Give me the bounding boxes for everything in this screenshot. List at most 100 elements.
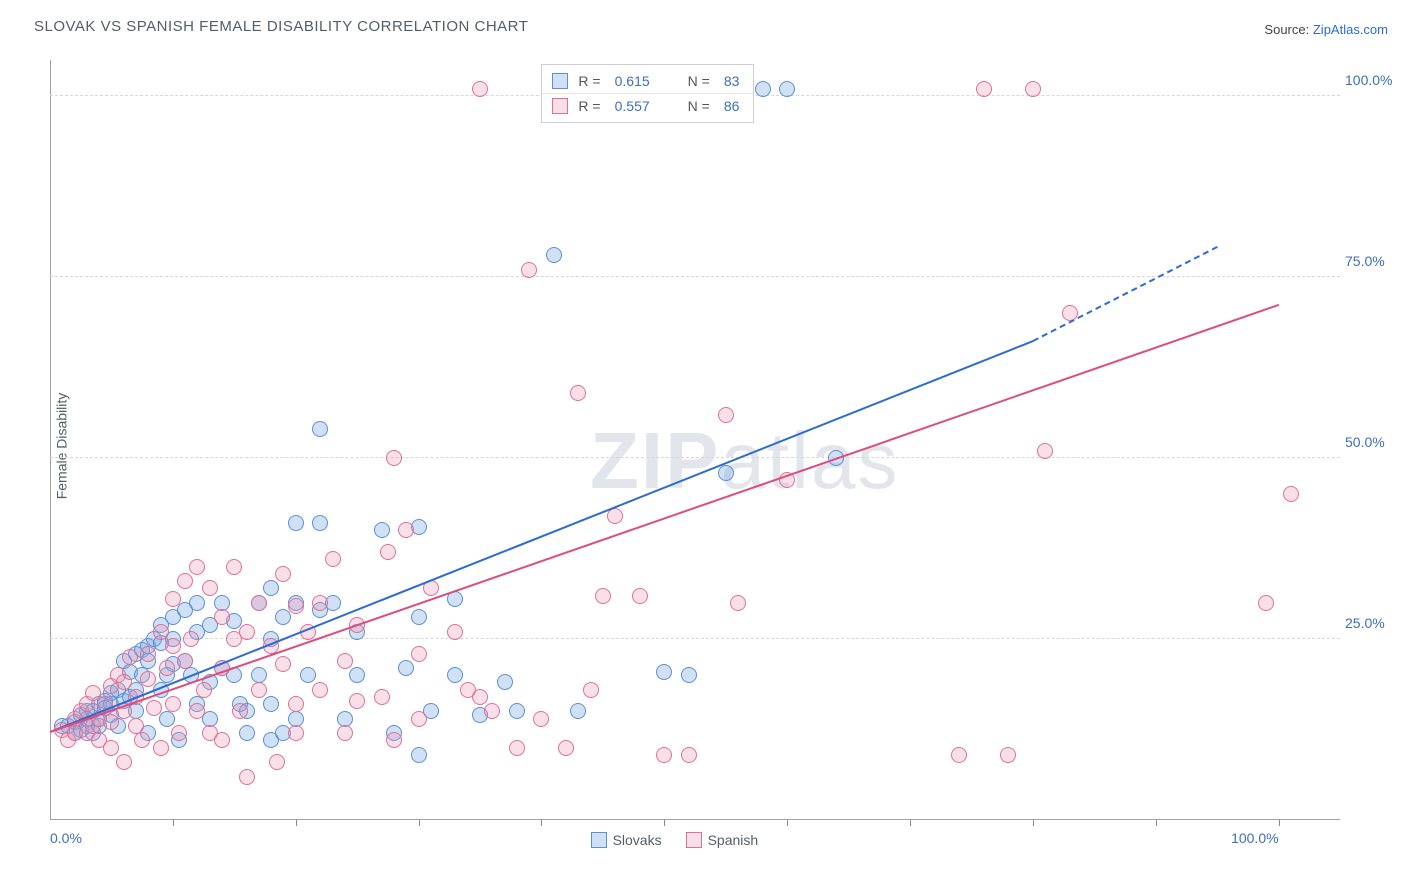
- scatter-point: [546, 247, 562, 263]
- legend-swatch: [591, 832, 607, 848]
- scatter-point: [116, 754, 132, 770]
- scatter-point: [1037, 443, 1053, 459]
- scatter-point: [165, 696, 181, 712]
- scatter-point: [730, 595, 746, 611]
- source-link[interactable]: ZipAtlas.com: [1313, 22, 1388, 37]
- scatter-point: [374, 522, 390, 538]
- scatter-point: [632, 588, 648, 604]
- x-tick: [173, 820, 174, 826]
- y-tick-label: 25.0%: [1345, 615, 1400, 631]
- scatter-point: [300, 667, 316, 683]
- scatter-point: [263, 696, 279, 712]
- scatter-point: [140, 671, 156, 687]
- legend-swatch: [552, 73, 568, 89]
- n-label: N =: [688, 98, 710, 114]
- x-tick-label: 0.0%: [50, 830, 82, 846]
- scatter-point: [312, 421, 328, 437]
- n-value: 83: [724, 73, 740, 89]
- chart-plot-area: ZIPatlas 25.0%50.0%75.0%100.0%0.0%100.0%…: [50, 60, 1340, 820]
- r-label: R =: [578, 73, 600, 89]
- y-axis-line: [50, 60, 51, 820]
- legend-swatch: [686, 832, 702, 848]
- scatter-point: [497, 674, 513, 690]
- scatter-point: [275, 566, 291, 582]
- scatter-point: [183, 631, 199, 647]
- scatter-point: [214, 609, 230, 625]
- scatter-point: [1025, 81, 1041, 97]
- x-tick: [1279, 820, 1280, 826]
- scatter-point: [226, 559, 242, 575]
- y-tick-label: 100.0%: [1345, 72, 1400, 88]
- scatter-point: [232, 703, 248, 719]
- scatter-point: [570, 385, 586, 401]
- legend-row: R =0.615N =83: [542, 69, 753, 93]
- n-value: 86: [724, 98, 740, 114]
- scatter-point: [595, 588, 611, 604]
- scatter-point: [288, 696, 304, 712]
- scatter-point: [134, 732, 150, 748]
- source-label: Source:: [1264, 22, 1309, 37]
- scatter-point: [239, 624, 255, 640]
- scatter-point: [288, 515, 304, 531]
- scatter-point: [411, 747, 427, 763]
- scatter-point: [484, 703, 500, 719]
- scatter-point: [521, 262, 537, 278]
- scatter-point: [386, 450, 402, 466]
- scatter-point: [411, 646, 427, 662]
- legend-item: Spanish: [686, 832, 759, 848]
- scatter-point: [275, 656, 291, 672]
- scatter-point: [177, 653, 193, 669]
- scatter-point: [447, 624, 463, 640]
- y-tick-label: 50.0%: [1345, 434, 1400, 450]
- scatter-point: [140, 646, 156, 662]
- scatter-point: [325, 551, 341, 567]
- scatter-point: [349, 693, 365, 709]
- scatter-point: [380, 544, 396, 560]
- scatter-point: [214, 732, 230, 748]
- legend-item: Slovaks: [591, 832, 662, 848]
- scatter-point: [165, 591, 181, 607]
- correlation-legend: R =0.615N =83R =0.557N =86: [541, 64, 754, 123]
- scatter-point: [374, 689, 390, 705]
- scatter-point: [976, 81, 992, 97]
- scatter-point: [398, 660, 414, 676]
- scatter-point: [509, 703, 525, 719]
- scatter-point: [570, 703, 586, 719]
- x-tick: [1156, 820, 1157, 826]
- scatter-point: [171, 725, 187, 741]
- scatter-point: [779, 81, 795, 97]
- scatter-point: [533, 711, 549, 727]
- scatter-point: [103, 740, 119, 756]
- x-tick: [787, 820, 788, 826]
- scatter-point: [337, 725, 353, 741]
- scatter-point: [263, 580, 279, 596]
- scatter-point: [165, 638, 181, 654]
- legend-row: R =0.557N =86: [542, 93, 753, 118]
- scatter-point: [312, 595, 328, 611]
- scatter-point: [116, 674, 132, 690]
- scatter-point: [755, 81, 771, 97]
- scatter-point: [656, 747, 672, 763]
- scatter-point: [472, 689, 488, 705]
- x-tick: [1033, 820, 1034, 826]
- scatter-point: [337, 653, 353, 669]
- trend-line: [50, 340, 1034, 733]
- scatter-point: [1258, 595, 1274, 611]
- scatter-point: [718, 407, 734, 423]
- x-tick: [296, 820, 297, 826]
- scatter-point: [189, 703, 205, 719]
- x-axis-line: [50, 819, 1340, 820]
- source-attribution: Source: ZipAtlas.com: [1264, 22, 1388, 37]
- scatter-point: [349, 667, 365, 683]
- scatter-point: [681, 667, 697, 683]
- scatter-point: [153, 740, 169, 756]
- scatter-point: [681, 747, 697, 763]
- trend-line: [1032, 246, 1217, 342]
- scatter-point: [153, 624, 169, 640]
- x-tick: [664, 820, 665, 826]
- x-tick: [419, 820, 420, 826]
- scatter-point: [558, 740, 574, 756]
- x-tick: [541, 820, 542, 826]
- scatter-point: [177, 573, 193, 589]
- scatter-point: [239, 769, 255, 785]
